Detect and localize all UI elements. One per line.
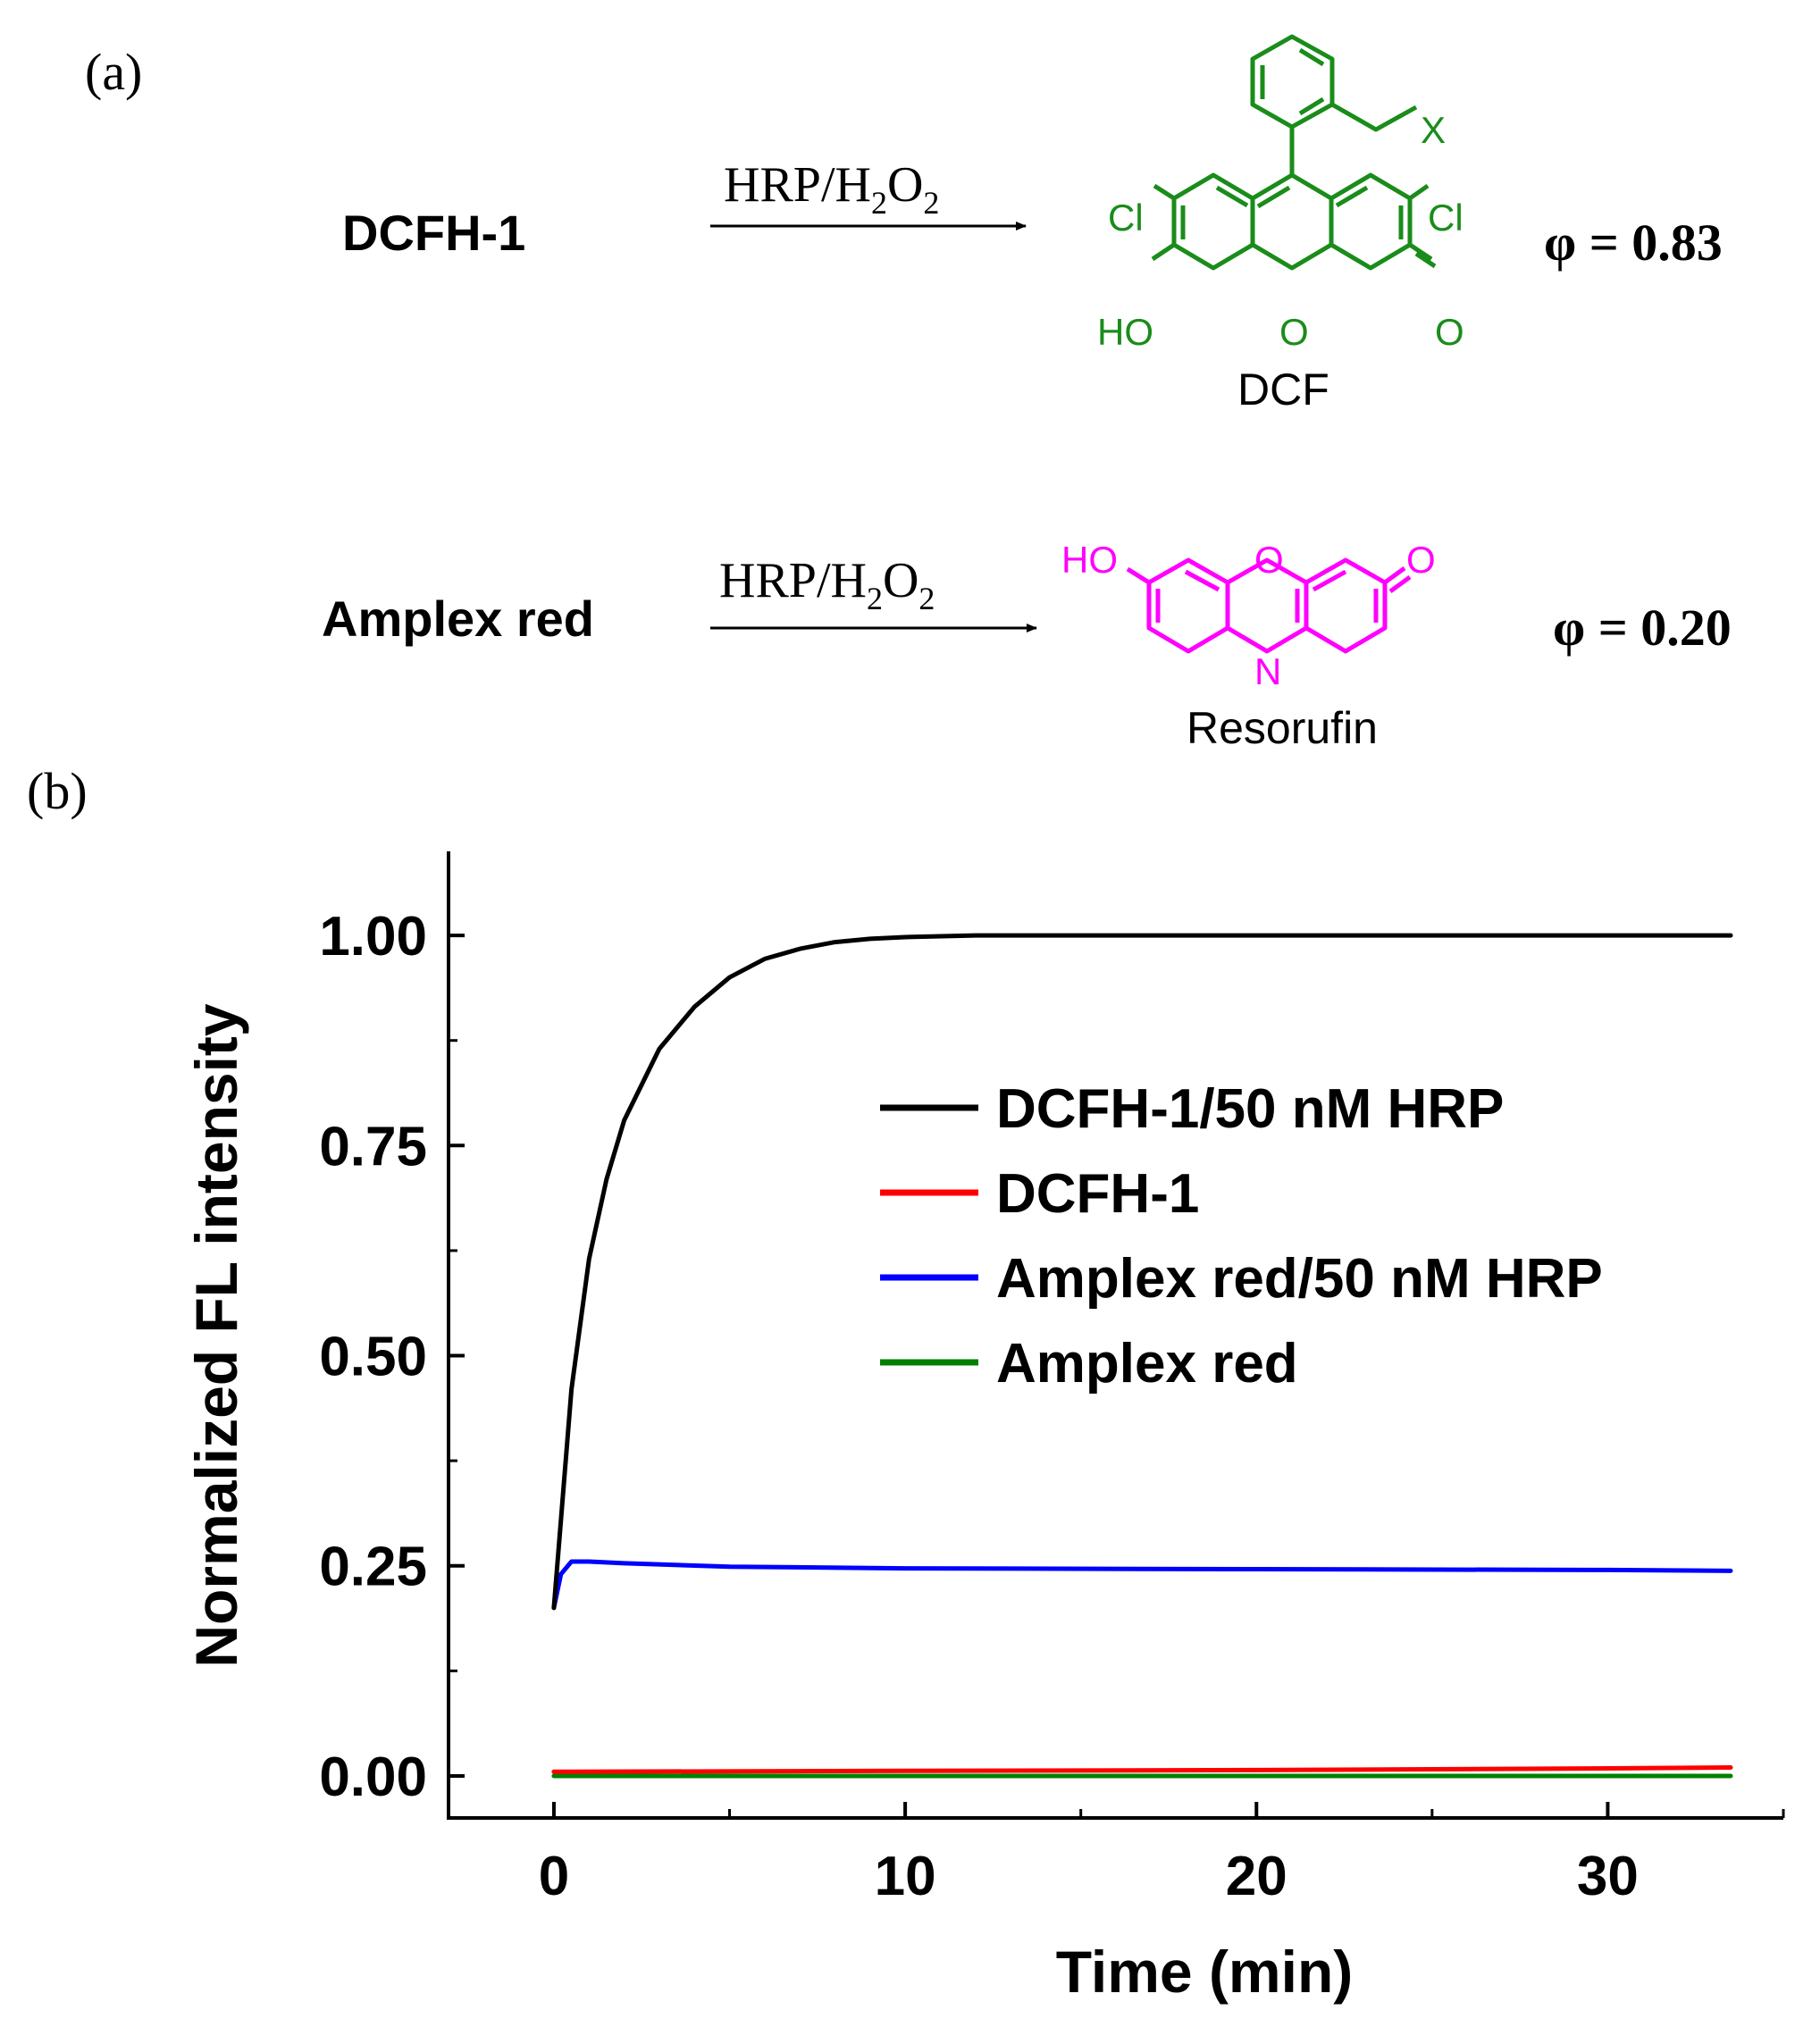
resorufin-atoms: HO O O N xyxy=(1061,539,1436,692)
x-axis-ticks: 0 10 20 30 xyxy=(539,1802,1785,1907)
y-tick-label: 0.50 xyxy=(319,1327,427,1388)
y-axis-ticks: 0.00 0.25 0.50 0.75 1.00 xyxy=(319,906,465,1808)
substrate-label: Amplex red xyxy=(322,591,594,647)
atom-o-ring: O xyxy=(1254,539,1284,581)
atom-cl-right: Cl xyxy=(1428,197,1464,239)
quantum-yield: φ = 0.83 xyxy=(1544,214,1723,272)
dcf-structure xyxy=(1151,34,1437,271)
reaction-amplex: Amplex red HRP/H2O2 HO O O N Resorufin φ… xyxy=(322,539,1732,753)
series-line xyxy=(551,933,1733,1611)
legend-label: DCFH-1/50 nM HRP xyxy=(996,1078,1504,1140)
atom-x: X xyxy=(1421,109,1446,151)
atom-o-ring: O xyxy=(1279,311,1309,353)
product-label: Resorufin xyxy=(1187,703,1378,753)
series-line xyxy=(551,1765,1733,1774)
legend-label: Amplex red/50 nM HRP xyxy=(996,1248,1603,1310)
panel-b-label: (b) xyxy=(27,762,88,820)
y-tick-label: 1.00 xyxy=(319,906,427,967)
dcf-atoms: X Cl Cl HO O O xyxy=(1097,109,1464,353)
atom-ho: HO xyxy=(1061,539,1118,581)
atom-n: N xyxy=(1254,650,1281,692)
reagent-label: HRP/H2O2 xyxy=(719,553,935,616)
x-tick-label: 10 xyxy=(875,1846,936,1907)
atom-cl-left: Cl xyxy=(1108,197,1144,239)
panel-a-label: (a) xyxy=(85,43,142,101)
atom-o-keto: O xyxy=(1406,539,1436,581)
legend: DCFH-1/50 nM HRP DCFH-1 Amplex red/50 nM H… xyxy=(880,1078,1603,1395)
x-tick-label: 20 xyxy=(1226,1846,1287,1907)
quantum-yield: φ = 0.20 xyxy=(1553,599,1732,657)
y-tick-label: 0.00 xyxy=(319,1746,427,1808)
y-axis-title: Normalized FL intensity xyxy=(183,1003,249,1668)
y-tick-label: 0.25 xyxy=(319,1537,427,1598)
x-tick-label: 0 xyxy=(539,1846,569,1907)
x-axis-title: Time (min) xyxy=(1056,1939,1353,2005)
series-line xyxy=(551,1559,1733,1611)
substrate-label: DCFH-1 xyxy=(342,205,525,261)
y-tick-label: 0.75 xyxy=(319,1116,427,1177)
legend-label: DCFH-1 xyxy=(996,1163,1199,1225)
x-tick-label: 30 xyxy=(1577,1846,1639,1907)
atom-ho: HO xyxy=(1097,311,1153,353)
line-chart: 0.000.250.500.751.00 0 10 20 30 Time (min) … xyxy=(183,851,1785,2005)
reagent-label: HRP/H2O2 xyxy=(724,157,939,221)
product-label: DCF xyxy=(1237,364,1329,415)
resorufin-structure xyxy=(1126,557,1412,654)
reaction-dcfh1: DCFH-1 HRP/H2O2 xyxy=(342,34,1723,415)
atom-o-keto: O xyxy=(1435,311,1464,353)
series-layer xyxy=(551,933,1733,1779)
legend-label: Amplex red xyxy=(996,1333,1298,1395)
